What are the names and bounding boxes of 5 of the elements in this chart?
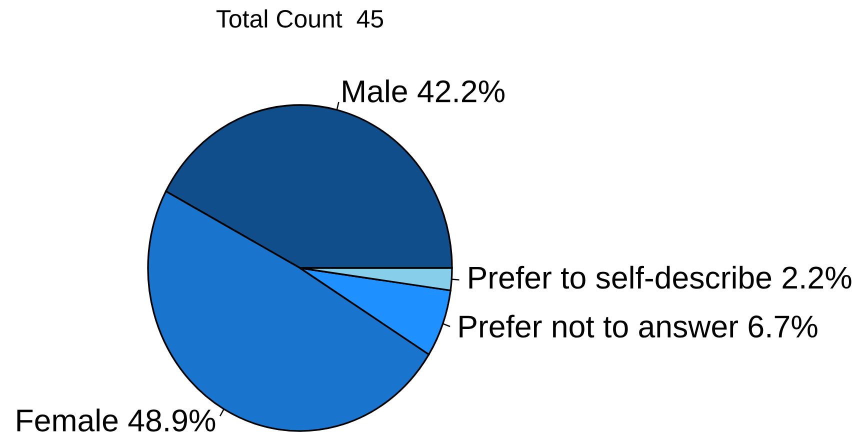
slice-label: Female 48.9% <box>17 408 216 432</box>
slice-label: Prefer not to answer 6.7% <box>460 314 818 338</box>
chart-title: Total Count 45 <box>216 9 384 28</box>
slice-label: Prefer to self-describe 2.2% <box>469 266 852 289</box>
slice-label: Male 42.2% <box>343 79 504 102</box>
